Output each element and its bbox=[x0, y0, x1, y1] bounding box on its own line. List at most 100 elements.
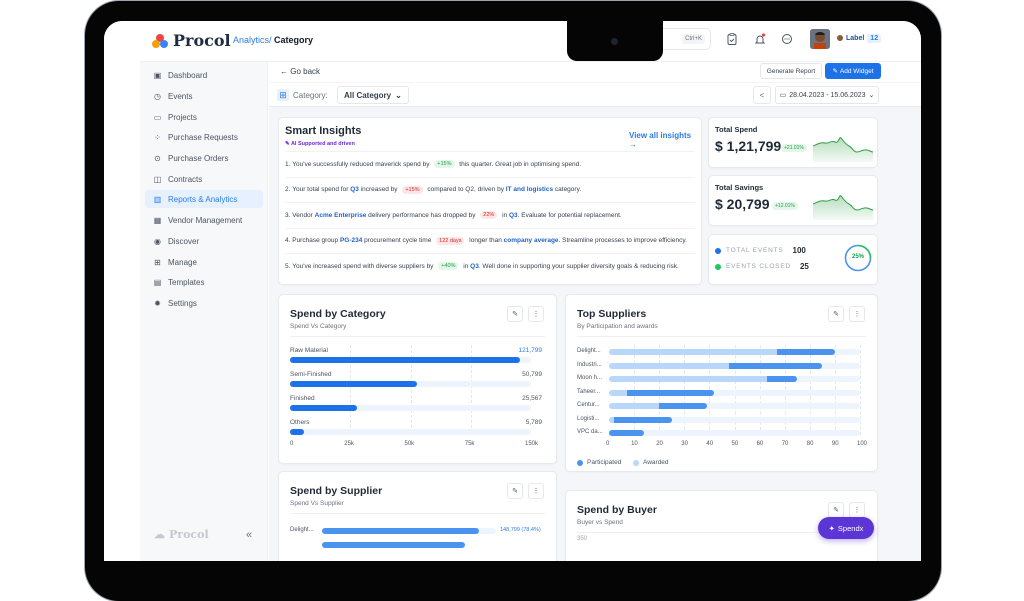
total-spend-sparkline bbox=[813, 137, 873, 162]
breadcrumb-parent[interactable]: Analytics/ bbox=[233, 35, 272, 45]
chevron-down-icon: ⌄ bbox=[395, 90, 402, 100]
date-range-picker[interactable]: ▭ 28.04.2023 - 15.06.2023 ⌄ bbox=[775, 86, 879, 104]
insight-link[interactable]: Acme Enterprise bbox=[314, 211, 367, 219]
vendor-icon: ▦ bbox=[153, 215, 162, 225]
x-axis-tick: 30 bbox=[681, 441, 688, 447]
total-events-row: TOTAL EVENTS 100 bbox=[715, 246, 806, 255]
avatar[interactable] bbox=[810, 29, 830, 49]
sidebar-item-events[interactable]: ◷ Events bbox=[154, 91, 193, 101]
insight-link[interactable]: company average bbox=[503, 237, 559, 244]
category-label: Raw Material bbox=[290, 347, 328, 354]
collapse-sidebar-button[interactable]: « bbox=[246, 529, 253, 541]
sidebar-item-contracts[interactable]: ◫ Contracts bbox=[153, 174, 203, 184]
category-bar[interactable] bbox=[290, 405, 358, 411]
laptop-screen: Procol Analytics/ Category Search Ctrl+K… bbox=[104, 21, 921, 561]
generate-report-button[interactable]: Generate Report bbox=[760, 63, 822, 79]
legend-awarded[interactable]: Awarded bbox=[633, 459, 669, 466]
share-button[interactable]: < bbox=[753, 86, 771, 104]
total-savings-change: +12.01% bbox=[772, 202, 798, 210]
y-axis-tick: 350 bbox=[577, 536, 588, 542]
x-axis-tick: 60 bbox=[756, 441, 764, 447]
x-axis-tick: 10 bbox=[631, 441, 638, 447]
insight-item: 1. You've successfully reduced maverick … bbox=[285, 151, 695, 176]
events-card[interactable]: TOTAL EVENTS 100 EVENTS CLOSED 25 25% bbox=[708, 234, 878, 285]
bell-icon[interactable] bbox=[753, 32, 767, 46]
sidebar-item-purchase-requests[interactable]: ⁘ Purchase Requests bbox=[154, 132, 238, 142]
book-icon: ◫ bbox=[153, 174, 162, 184]
more-options-button[interactable]: ⋮ bbox=[849, 306, 865, 322]
awarded-bar[interactable] bbox=[609, 403, 660, 409]
more-options-button[interactable]: ⋮ bbox=[528, 306, 544, 322]
sidebar-item-templates[interactable]: ▤ Templates bbox=[153, 277, 205, 287]
total-spend-card[interactable]: Total Spend $ 1,21,799 +21.01% bbox=[708, 117, 878, 168]
supplier-label: VPC da... bbox=[577, 429, 603, 435]
bar-chart-icon: ▥ bbox=[153, 194, 162, 204]
go-back-link[interactable]: ← Go back bbox=[280, 67, 321, 76]
insight-item: 2. Your total spend for Q3 increased by … bbox=[285, 176, 695, 202]
sidebar-item-reports-analytics[interactable]: ▥ Reports & Analytics bbox=[145, 190, 263, 208]
procol-logo[interactable]: Procol bbox=[152, 31, 231, 50]
kebab-menu-icon: ⋮ bbox=[532, 311, 540, 318]
insight-link[interactable]: Q3 bbox=[508, 211, 518, 219]
user-label-badge[interactable]: Label 12 bbox=[837, 31, 882, 45]
insight-link[interactable]: Q3 bbox=[350, 186, 359, 193]
sidebar-item-settings[interactable]: ✹ Settings bbox=[154, 298, 197, 308]
supplier-bar-track bbox=[609, 416, 860, 423]
insight-link[interactable]: PG-234 bbox=[339, 237, 363, 244]
category-label: Finished bbox=[290, 395, 315, 402]
clipboard-icon[interactable] bbox=[725, 32, 739, 46]
participated-bar[interactable] bbox=[729, 362, 823, 369]
category-value: 121,799 bbox=[518, 347, 543, 354]
participated-bar[interactable] bbox=[614, 416, 672, 423]
supplier-bar-track bbox=[322, 528, 496, 534]
wand-icon: ✎ bbox=[512, 311, 518, 318]
awarded-bar[interactable] bbox=[609, 416, 615, 423]
eye-icon: ◉ bbox=[154, 236, 161, 246]
spendx-assistant-button[interactable]: ✦ Spendx bbox=[818, 517, 874, 539]
awarded-bar[interactable] bbox=[609, 362, 730, 369]
category-bar[interactable] bbox=[290, 381, 417, 387]
sidebar-item-manage[interactable]: ⊞ Manage bbox=[154, 257, 197, 267]
participated-bar[interactable] bbox=[626, 389, 715, 396]
participated-bar[interactable] bbox=[659, 403, 707, 409]
category-bar-track bbox=[290, 429, 531, 435]
ai-wand-button[interactable]: ✎ bbox=[828, 502, 844, 518]
legend-participated[interactable]: Participated bbox=[577, 459, 621, 466]
awarded-bar[interactable] bbox=[609, 349, 778, 355]
sidebar-item-dashboard[interactable]: ▣ Dashboard bbox=[153, 70, 208, 80]
total-savings-card[interactable]: Total Savings $ 20,799 +12.01% bbox=[708, 175, 878, 226]
insight-link[interactable]: Q3 bbox=[470, 262, 479, 270]
participated-bar[interactable] bbox=[767, 376, 798, 382]
insight-link[interactable]: IT and logistics bbox=[505, 186, 554, 193]
add-widget-button[interactable]: ✎ Add Widget bbox=[825, 63, 881, 79]
category-select[interactable]: All Category ⌄ bbox=[337, 86, 409, 104]
ai-wand-button[interactable]: ✎ bbox=[507, 306, 523, 322]
category-bar[interactable] bbox=[290, 429, 305, 435]
x-axis-tick: 40 bbox=[706, 441, 714, 447]
awarded-bar[interactable] bbox=[609, 376, 768, 382]
category-bar[interactable] bbox=[290, 357, 520, 363]
x-axis-tick: 150k bbox=[525, 441, 539, 447]
participated-bar[interactable] bbox=[609, 430, 645, 436]
supplier-bar-track bbox=[609, 362, 860, 369]
ai-wand-button[interactable]: ✎ bbox=[828, 306, 844, 322]
ai-wand-button[interactable]: ✎ bbox=[507, 483, 523, 499]
more-options-button[interactable]: ⋮ bbox=[528, 483, 544, 499]
sidebar-item-vendor-management[interactable]: ▦ Vendor Management bbox=[153, 215, 243, 225]
view-all-insights-link[interactable]: View all insights → bbox=[629, 131, 692, 149]
sidebar-item-discover[interactable]: ◉ Discover bbox=[154, 236, 200, 246]
supplier-bar[interactable] bbox=[322, 542, 465, 548]
supplier-bar[interactable] bbox=[322, 528, 479, 534]
x-axis-tick: 70 bbox=[781, 441, 789, 447]
kebab-menu-icon: ⋮ bbox=[853, 507, 861, 514]
more-options-button[interactable]: ⋮ bbox=[849, 502, 865, 518]
x-axis-tick: 100 bbox=[857, 441, 868, 447]
sidebar-item-projects[interactable]: ▭ Projects bbox=[153, 112, 197, 122]
x-axis-tick: 0 bbox=[606, 441, 610, 447]
chat-icon[interactable] bbox=[780, 32, 794, 46]
participated-bar[interactable] bbox=[777, 349, 835, 355]
smart-insights-title: Smart Insights bbox=[285, 125, 362, 137]
wand-icon: ✎ bbox=[833, 507, 839, 514]
awarded-bar[interactable] bbox=[609, 389, 627, 396]
sidebar-item-purchase-orders[interactable]: ⊙ Purchase Orders bbox=[154, 153, 229, 163]
